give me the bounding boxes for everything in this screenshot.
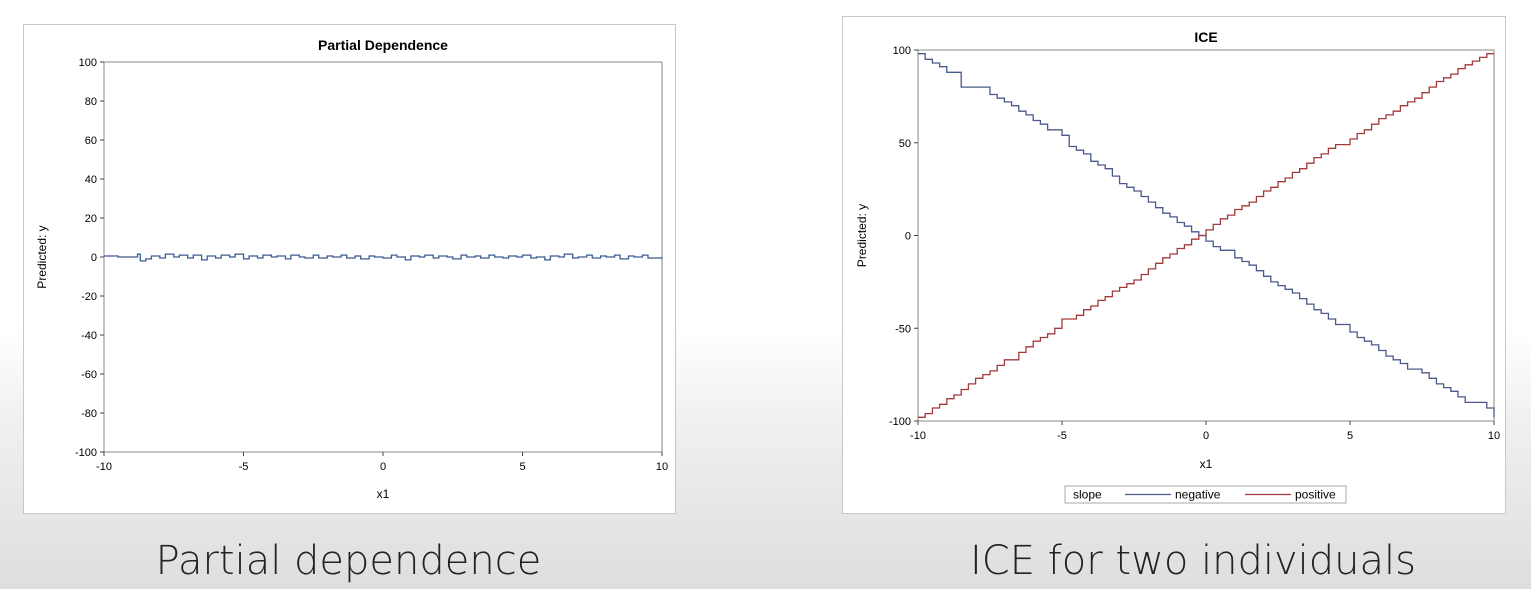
legend-box [1064, 485, 1347, 504]
y-axis-label: Predicted: y [35, 225, 49, 288]
x-tick-label: 5 [519, 461, 525, 473]
y-tick-label: -100 [889, 416, 911, 428]
series-line-positive [918, 53, 1494, 418]
x-tick-label: -5 [1057, 430, 1067, 442]
legend-entry-positive: positive [1295, 488, 1336, 502]
y-tick-label: 0 [905, 231, 911, 243]
legend-title: slope [1073, 488, 1102, 502]
caption-ice: ICE for two individuals [970, 538, 1416, 584]
chart-title: Partial Dependence [318, 37, 448, 53]
y-axis-label: Predicted: y [855, 204, 869, 267]
y-tick-label: 40 [85, 174, 97, 186]
y-tick-label: 20 [85, 213, 97, 225]
legend-entry-negative: negative [1175, 488, 1221, 502]
x-tick-label: -10 [910, 430, 926, 442]
x-tick-label: 0 [1203, 430, 1209, 442]
x-tick-label: -10 [96, 461, 112, 473]
y-tick-label: -20 [81, 291, 97, 303]
x-tick-label: 10 [1488, 430, 1500, 442]
y-tick-label: -60 [81, 369, 97, 381]
x-axis-label: x1 [377, 487, 390, 501]
y-tick-label: -40 [81, 330, 97, 342]
x-tick-label: 10 [656, 461, 668, 473]
y-tick-label: 100 [893, 45, 911, 57]
series-line-negative [918, 53, 1495, 418]
x-tick-label: 0 [380, 461, 386, 473]
chart-title: ICE [1194, 29, 1217, 45]
y-tick-label: 50 [899, 138, 911, 150]
x-tick-label: -5 [239, 461, 249, 473]
partial-dependence-chart: Partial Dependence100806040200-20-40-60-… [35, 37, 668, 501]
x-tick-label: 5 [1347, 430, 1353, 442]
series-line-series-0 [104, 253, 663, 262]
caption-partial-dependence: Partial dependence [155, 538, 542, 584]
partial-dependence-panel: Partial Dependence 100 80 60 40 20 0 -20 -40 -60-… [23, 24, 676, 514]
y-tick-label: 80 [85, 96, 97, 108]
y-tick-label: 0 [91, 252, 97, 264]
y-tick-label: -100 [75, 447, 97, 459]
y-tick-label: -80 [81, 408, 97, 420]
y-tick-label: 60 [85, 135, 97, 147]
x-axis-label: x1 [1200, 457, 1213, 471]
y-tick-label: -50 [895, 323, 911, 335]
y-tick-label: 100 [79, 57, 97, 69]
